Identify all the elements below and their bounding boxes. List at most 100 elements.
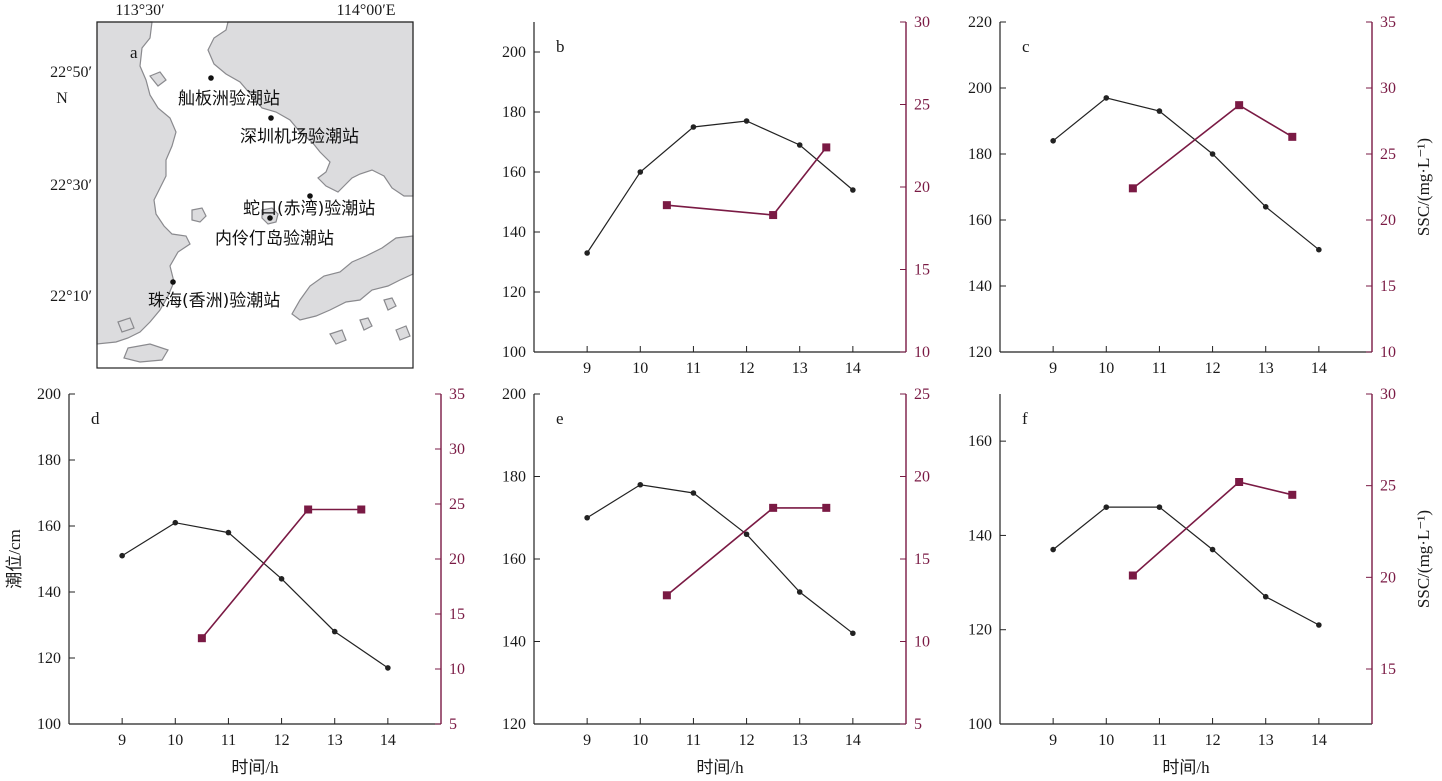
y2-tick-label-d-1: 10 (449, 661, 465, 678)
tide-point-f-2 (1156, 504, 1163, 510)
tide-point-d-2 (225, 529, 232, 536)
tide-point-d-4 (331, 628, 338, 635)
station-label-shabanzhou: 舢板洲验潮站 (178, 89, 280, 109)
y-tick-label-f-0: 100 (968, 716, 992, 733)
y-tick-label-d-4: 180 (37, 452, 61, 469)
y2-tick-label-c-5: 35 (1380, 14, 1396, 31)
ssc-point-e-2 (822, 503, 831, 512)
x-tick-label-f-4: 13 (1258, 732, 1274, 749)
station-markers (170, 75, 313, 285)
y2-tick-label-f-3: 30 (1380, 386, 1396, 403)
x-tick-label-b-5: 14 (845, 360, 861, 377)
y-tick-label-d-5: 200 (37, 386, 61, 403)
station-dot-shekou (307, 193, 313, 199)
tide-point-d-5 (385, 665, 391, 671)
station-dot-neilingding (267, 215, 273, 221)
ssc-point-f-2 (1288, 490, 1297, 499)
x-tick-label-b-2: 11 (686, 360, 701, 377)
x-tick-label-c-1: 10 (1098, 360, 1114, 377)
y2-tick-label-b-1: 15 (914, 262, 930, 279)
y2-tick-label-e-4: 25 (914, 386, 930, 403)
ssc-point-e-0 (662, 591, 671, 600)
ssc-point-d-0 (197, 634, 206, 643)
ssc-point-c-0 (1128, 184, 1137, 193)
x-tick-label-e-4: 13 (792, 732, 808, 749)
station-dot-shenzhen-airport (268, 115, 274, 121)
y-tick-label-e-0: 120 (502, 716, 526, 733)
tide-line-e (586, 484, 854, 634)
chart-panel-d: d 9 10 11 12 13 14 100 120 140 160 180 200 5 10 15 20 25 3… (37, 386, 465, 749)
ssc-line-f (1132, 481, 1293, 577)
x-tick-label-e-3: 12 (739, 732, 755, 749)
ssc-point-b-2 (822, 143, 831, 152)
tide-point-b-4 (796, 142, 803, 148)
tide-point-d-3 (278, 576, 285, 582)
x-tick-label-d-2: 11 (221, 732, 236, 749)
y2-tick-label-f-1: 20 (1380, 569, 1396, 586)
station-label-zhuhai: 珠海(香洲)验潮站 (148, 291, 280, 311)
ssc-point-d-2 (357, 505, 366, 514)
map-panel: 113°30′ 114°00′E 22°50′ N 22°30′ 22°10′ … (50, 2, 414, 369)
station-dot-shabanzhou (208, 75, 214, 81)
y2-tick-label-d-5: 30 (449, 441, 465, 458)
tide-point-b-2 (690, 124, 697, 130)
y2-tick-label-e-0: 5 (914, 716, 922, 733)
y2-axis-title-ssc-bottom: SSC/(mg·L⁻¹) (1414, 510, 1433, 608)
x-tick-label-d-3: 12 (274, 732, 290, 749)
panel-letter-f: f (1022, 409, 1028, 428)
panel-letter-d: d (91, 409, 100, 428)
ssc-line-c (1132, 104, 1293, 189)
x-tick-label-e-2: 11 (686, 732, 701, 749)
ssc-point-c-1 (1235, 101, 1244, 110)
station-label-neilingding: 内伶仃岛验潮站 (215, 229, 334, 249)
y2-tick-label-d-2: 15 (449, 606, 465, 623)
y2-tick-label-b-2: 20 (914, 179, 930, 196)
tide-point-f-5 (1316, 622, 1322, 628)
y-tick-label-c-4: 200 (968, 80, 992, 97)
map-land (96, 21, 414, 363)
y-tick-label-f-1: 120 (968, 622, 992, 639)
chart-panel-c: c 9 10 11 12 13 14 120 140 160 180 200 220 10 15 20 25 30… (968, 14, 1396, 377)
y-tick-label-c-1: 140 (968, 278, 992, 295)
x-tick-label-e-1: 10 (632, 732, 648, 749)
lat-label-2: 22°30′ (50, 177, 92, 194)
y-tick-label-f-3: 160 (968, 433, 992, 450)
tide-point-d-1 (172, 519, 179, 526)
x-tick-label-c-5: 14 (1311, 360, 1327, 377)
ssc-point-d-1 (304, 505, 313, 514)
x-tick-label-c-3: 12 (1205, 360, 1221, 377)
x-tick-label-e-5: 14 (845, 732, 861, 749)
y2-axis-title-ssc-top: SSC/(mg·L⁻¹) (1414, 138, 1433, 236)
ssc-point-b-1 (769, 211, 778, 220)
tide-line-d (121, 522, 389, 669)
y-tick-label-d-0: 100 (37, 716, 61, 733)
lon-label-2: 114°00′E (336, 2, 395, 19)
tide-point-e-3 (743, 531, 750, 538)
y-tick-label-c-0: 120 (968, 344, 992, 361)
tide-point-c-0 (1050, 138, 1056, 144)
y-tick-label-d-3: 160 (37, 518, 61, 535)
y2-tick-label-c-2: 20 (1380, 212, 1396, 229)
ssc-point-f-0 (1128, 571, 1137, 580)
x-tick-label-e-0: 9 (583, 732, 591, 749)
ssc-point-e-1 (769, 503, 778, 512)
tide-line-b (586, 120, 854, 254)
y-tick-label-e-3: 180 (502, 469, 526, 486)
tide-point-f-1 (1103, 504, 1110, 510)
tide-point-c-5 (1316, 246, 1322, 253)
map-frame (96, 21, 414, 369)
x-tick-label-f-1: 10 (1098, 732, 1114, 749)
lon-label-1: 113°30′ (115, 2, 164, 19)
tide-point-b-1 (637, 169, 644, 175)
tide-line-f (1052, 506, 1320, 626)
x-axis-title-f: 时间/h (1162, 758, 1210, 777)
x-tick-label-d-4: 13 (327, 732, 343, 749)
y2-tick-label-d-6: 35 (449, 386, 465, 403)
tide-point-f-4 (1262, 593, 1269, 600)
tide-point-e-1 (637, 481, 644, 488)
x-tick-label-c-2: 11 (1152, 360, 1167, 377)
tide-point-e-5 (850, 630, 856, 637)
tide-point-c-1 (1103, 95, 1110, 101)
ssc-point-c-2 (1288, 132, 1297, 141)
y2-tick-label-c-1: 15 (1380, 278, 1396, 295)
